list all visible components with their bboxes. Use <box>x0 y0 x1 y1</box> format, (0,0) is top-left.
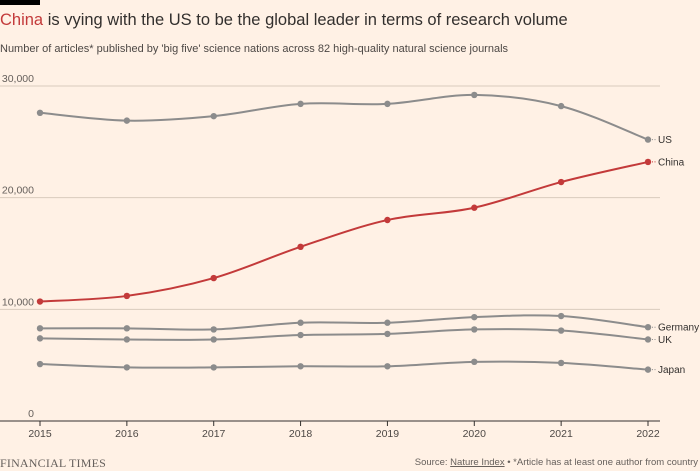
data-point-china-2017 <box>210 274 217 282</box>
series-line-uk <box>39 328 649 341</box>
data-point-japan-2018 <box>297 363 304 370</box>
data-point-us-2022 <box>644 136 652 143</box>
data-point-uk-2022 <box>644 336 652 343</box>
series-line-us <box>39 93 649 141</box>
data-point-uk-2015 <box>36 335 44 342</box>
data-point-japan-2017 <box>210 364 217 371</box>
series-label-uk: UK <box>658 335 672 346</box>
data-point-germany-2021 <box>557 312 565 320</box>
y-tick-label-20000: 20,000 <box>2 185 34 197</box>
data-point-uk-2021 <box>557 327 565 334</box>
data-point-japan-2019 <box>384 363 391 370</box>
data-point-us-2017 <box>210 112 217 120</box>
data-point-germany-2020 <box>471 313 478 321</box>
y-tick-label-30000: 30,000 <box>2 73 34 85</box>
data-point-germany-2022 <box>644 324 652 331</box>
data-point-china-2020 <box>471 204 478 211</box>
x-tick-label-2015: 2015 <box>28 428 52 440</box>
data-point-us-2021 <box>557 102 565 110</box>
data-point-uk-2016 <box>123 336 131 343</box>
title-rest: is vying with the US to be the global le… <box>43 11 568 29</box>
data-point-japan-2016 <box>123 364 131 371</box>
x-tick-label-2019: 2019 <box>376 428 400 440</box>
data-point-uk-2017 <box>210 336 217 343</box>
series-line-japan <box>39 360 649 371</box>
chart-title: China is vying with the US to be the glo… <box>0 10 700 30</box>
data-point-germany-2017 <box>210 326 217 333</box>
series-label-germany: Germany <box>658 323 699 334</box>
data-point-uk-2019 <box>384 330 391 338</box>
x-tick-label-2022: 2022 <box>636 428 660 440</box>
data-point-us-2016 <box>123 117 131 124</box>
series-line-germany <box>39 314 649 331</box>
data-point-us-2020 <box>471 91 478 99</box>
data-point-uk-2018 <box>297 331 304 339</box>
footer: FINANCIAL TIMES Source: Nature Index • *… <box>0 454 700 471</box>
chart-subtitle: Number of articles* published by 'big fi… <box>0 43 509 55</box>
source-link[interactable]: Nature Index <box>450 457 505 468</box>
data-point-germany-2018 <box>297 319 304 326</box>
data-point-japan-2020 <box>471 358 478 366</box>
ft-top-bar <box>0 0 40 5</box>
x-tick-label-2021: 2021 <box>549 428 573 440</box>
source-footnote: • *Article has at least one author from … <box>504 457 698 468</box>
data-point-china-2021 <box>557 178 565 186</box>
data-point-china-2019 <box>384 216 391 224</box>
x-tick-label-2020: 2020 <box>463 428 487 440</box>
data-point-us-2018 <box>297 100 304 108</box>
data-point-china-2015 <box>36 298 44 305</box>
data-point-us-2015 <box>36 109 44 117</box>
data-point-germany-2019 <box>384 319 391 326</box>
x-tick-label-2017: 2017 <box>202 428 226 440</box>
data-point-japan-2015 <box>36 360 44 368</box>
title-highlight: China <box>0 11 44 29</box>
data-point-china-2018 <box>297 243 304 250</box>
series-label-japan: Japan <box>658 365 685 376</box>
y-tick-label-0: 0 <box>28 408 34 420</box>
series-line-china <box>39 160 649 303</box>
data-point-japan-2022 <box>644 366 652 373</box>
x-tick-label-2018: 2018 <box>289 428 313 440</box>
data-point-us-2019 <box>384 100 391 108</box>
data-point-germany-2016 <box>123 325 131 332</box>
series-label-china: China <box>658 157 685 168</box>
data-point-china-2022 <box>644 158 652 166</box>
data-point-japan-2021 <box>557 359 565 367</box>
data-point-uk-2020 <box>471 326 478 333</box>
source-prefix: Source: <box>414 457 451 468</box>
source-note: Source: Nature Index • *Article has at l… <box>415 457 698 468</box>
data-point-china-2016 <box>123 292 131 300</box>
x-tick-label-2016: 2016 <box>115 428 139 440</box>
ft-brand-logo: FINANCIAL TIMES <box>0 456 107 470</box>
data-point-germany-2015 <box>36 325 44 332</box>
y-tick-label-10000: 10,000 <box>2 296 34 308</box>
series-label-us: US <box>658 135 672 146</box>
